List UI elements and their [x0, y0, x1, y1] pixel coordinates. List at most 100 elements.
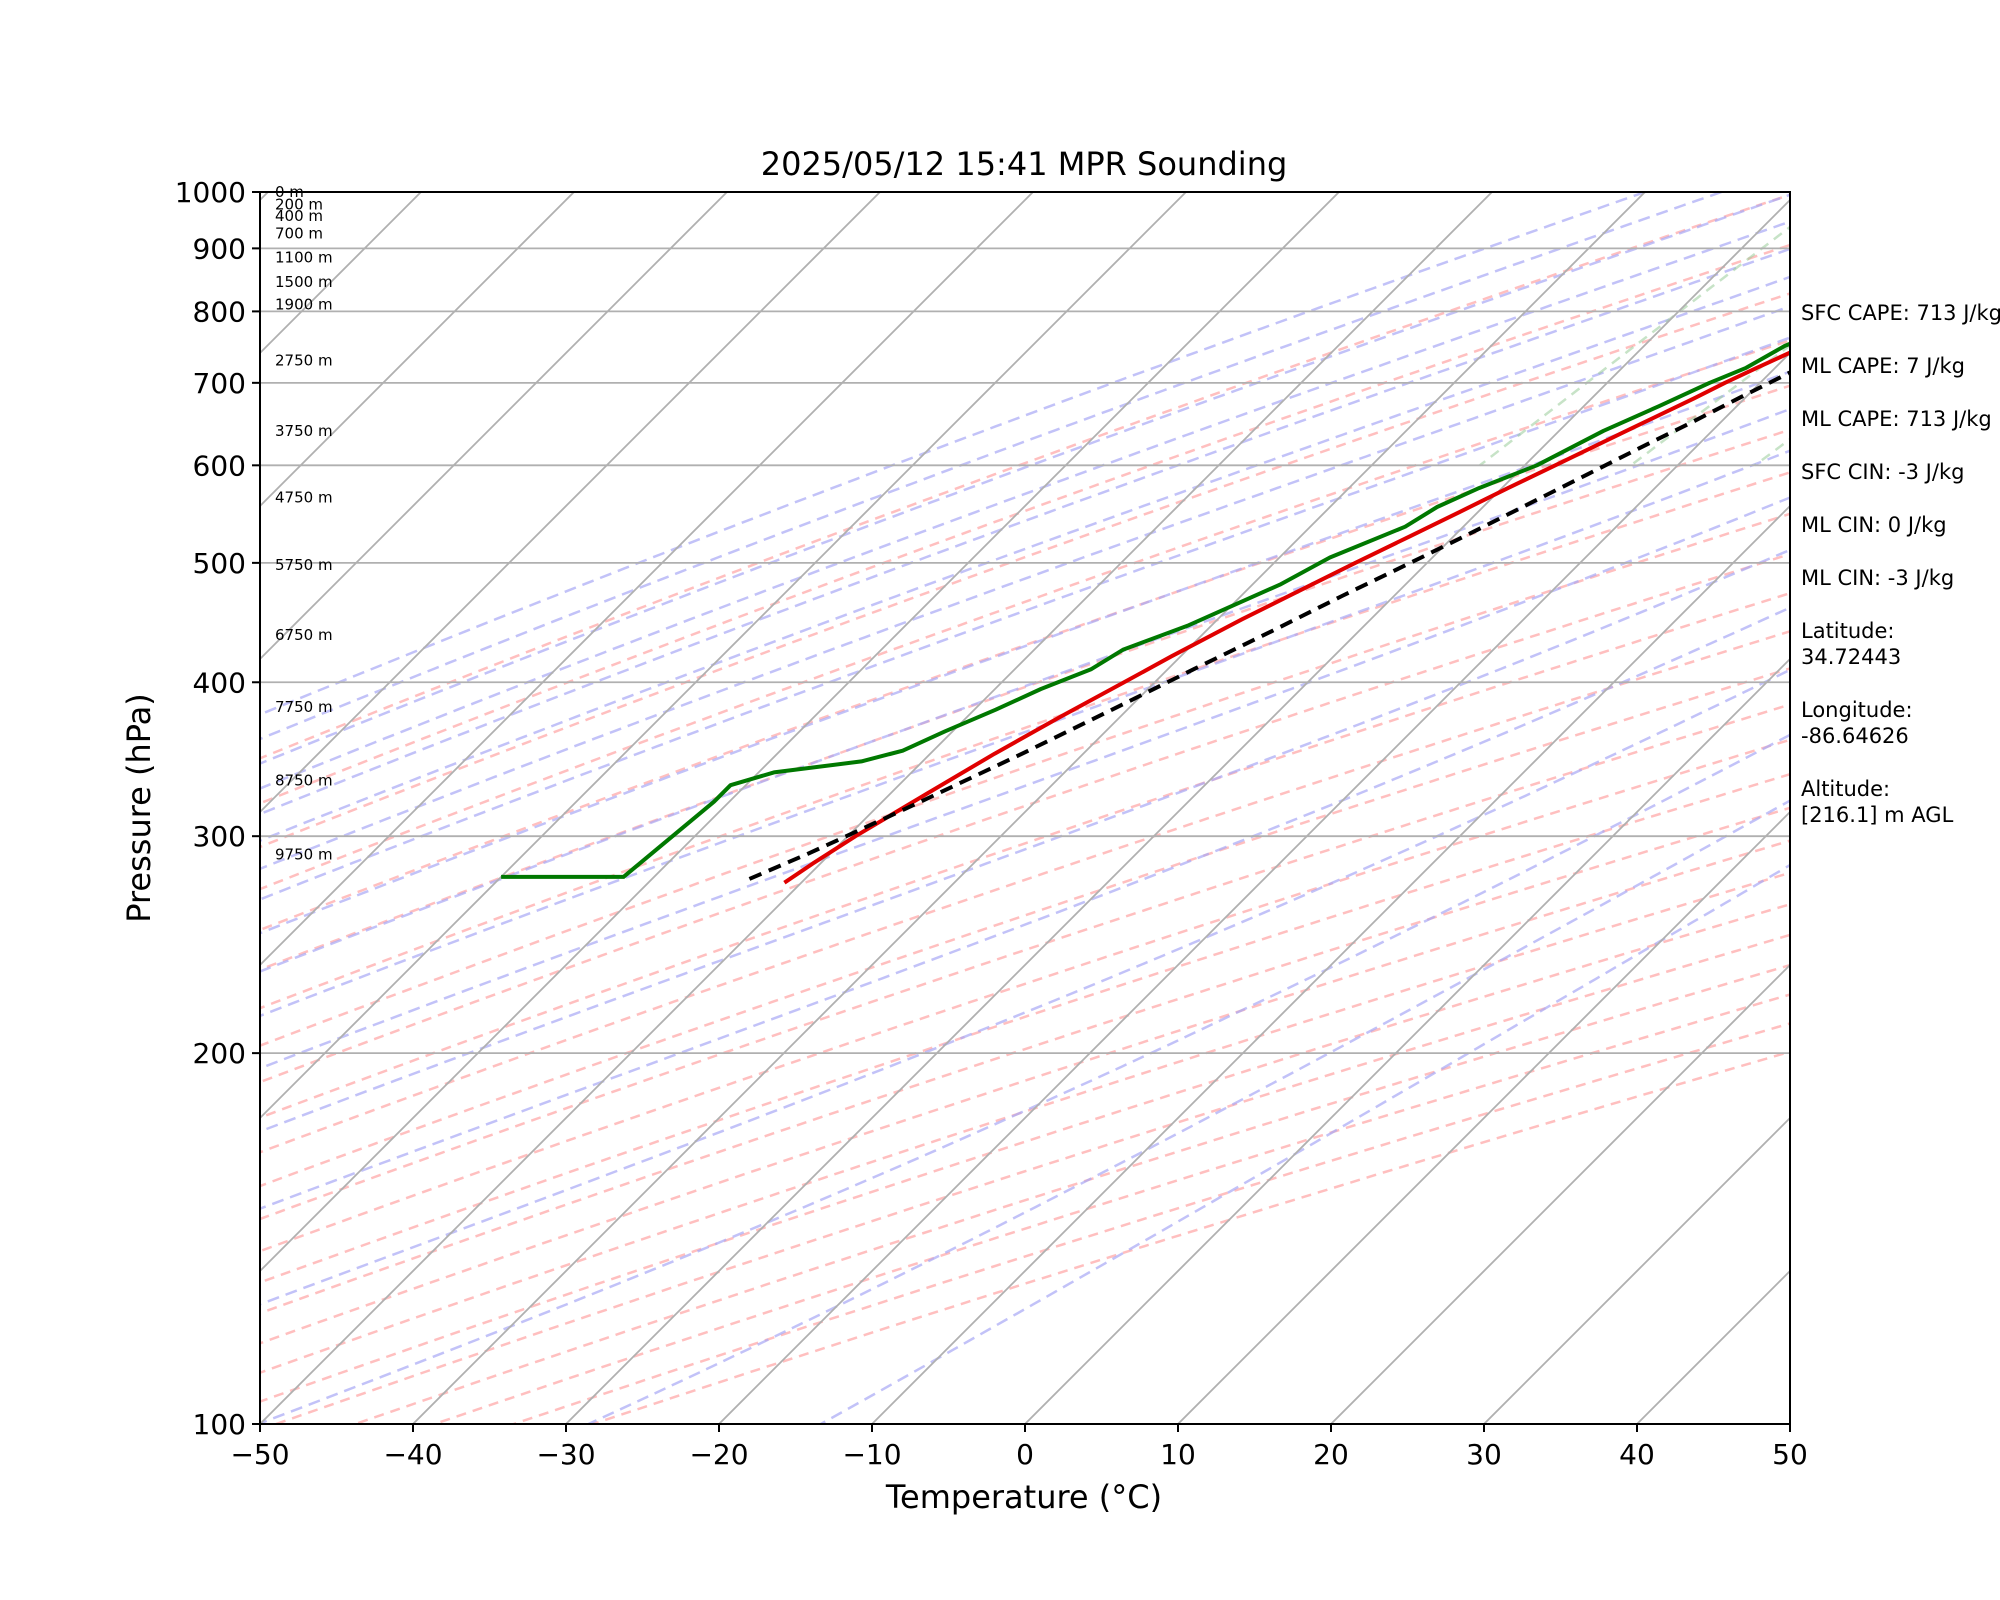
x-tick-label: 20	[1313, 1438, 1349, 1471]
sounding-series	[501, 341, 1790, 885]
sfc-cape-value: SFC CAPE: 713 J/kg	[1801, 301, 2000, 325]
x-tick-label: 10	[1160, 1438, 1196, 1471]
dry-adiabat	[260, 193, 1790, 760]
isotherm	[871, 504, 1790, 1424]
y-tick-label: 300	[193, 820, 246, 853]
sounding-line-2	[501, 341, 1790, 879]
altitude-value: Altitude: [216.1] m AGL	[1801, 777, 1954, 827]
isotherm	[718, 351, 1790, 1424]
x-axis-ticks: −50 −40 −30 −20 −10 0 10 20 30 40 50	[230, 1424, 1808, 1471]
mixing-ratio-line	[1630, 343, 1790, 467]
mixing-ratio-line	[1479, 225, 1790, 467]
moist-adiabat	[260, 275, 1790, 842]
isotherm	[260, 192, 1034, 967]
isotherm	[260, 192, 1340, 1273]
height-label: 2750 m	[275, 351, 333, 369]
ml-cape-value-2: ML CAPE: 713 J/kg	[1801, 407, 1992, 431]
y-tick-label: 100	[193, 1408, 246, 1441]
dry-adiabat	[260, 471, 1790, 1010]
moist-adiabat	[260, 548, 1790, 1133]
dry-adiabat	[260, 806, 1790, 1315]
height-label: 6750 m	[275, 626, 333, 644]
x-axis-label: Temperature (°C)	[885, 1478, 1162, 1516]
moist-adiabat	[260, 370, 1790, 935]
isotherm	[260, 192, 728, 661]
y-tick-label: 900	[193, 232, 246, 265]
longitude-value: Longitude: -86.64626	[1801, 698, 1913, 748]
isotherm	[1330, 963, 1790, 1424]
height-label: 1900 m	[275, 296, 333, 314]
latitude-value: Latitude: 34.72443	[1801, 619, 1902, 669]
moist-adiabat	[820, 863, 1790, 1424]
height-label: 5750 m	[275, 556, 333, 574]
x-tick-label: −30	[536, 1438, 595, 1471]
height-label: 0 m	[275, 183, 304, 201]
ml-cape-value: ML CAPE: 7 J/kg	[1801, 354, 1966, 378]
x-tick-label: −20	[689, 1438, 748, 1471]
dry-adiabat	[260, 292, 1790, 849]
height-label: 1100 m	[275, 248, 333, 266]
background-lines	[0, 192, 1790, 1424]
height-label: 9750 m	[275, 845, 333, 863]
sounding-parameters-panel: SFC CAPE: 713 J/kg ML CAPE: 7 J/kg ML CA…	[1801, 300, 2000, 855]
isotherm	[1177, 810, 1790, 1424]
y-axis-ticks: 100 200 300 400 500 600 700 800 900 1000	[175, 176, 260, 1441]
isotherm	[260, 192, 1493, 1424]
x-tick-label: −10	[842, 1438, 901, 1471]
isotherm	[260, 192, 575, 508]
isotherm	[260, 192, 1187, 1120]
height-label: 3750 m	[275, 422, 333, 440]
plot-frame	[259, 191, 1791, 1425]
x-tick-label: 0	[1016, 1438, 1034, 1471]
isotherm	[1483, 1116, 1790, 1424]
height-label: 700 m	[275, 225, 323, 243]
dry-adiabat	[260, 243, 1790, 805]
chart-title: 2025/05/12 15:41 MPR Sounding	[761, 145, 1288, 183]
moist-adiabat	[260, 220, 1790, 790]
moist-adiabat	[260, 192, 1646, 716]
y-tick-label: 1000	[175, 176, 246, 209]
x-tick-label: 50	[1772, 1438, 1808, 1471]
y-tick-label: 800	[193, 295, 246, 328]
x-tick-label: 40	[1619, 1438, 1655, 1471]
dry-adiabat	[260, 871, 1790, 1375]
dry-adiabat	[260, 428, 1790, 972]
isotherm	[565, 198, 1790, 1424]
moist-adiabat	[260, 192, 1722, 741]
moist-adiabat	[260, 496, 1790, 1070]
y-tick-label: 700	[193, 367, 246, 400]
dry-adiabat	[260, 629, 1790, 1154]
moist-adiabat	[260, 247, 1790, 816]
sfc-cin-value: SFC CIN: -3 J/kg	[1801, 460, 1965, 484]
dry-adiabat	[354, 963, 1790, 1424]
y-tick-label: 200	[193, 1037, 246, 1070]
y-axis-label: Pressure (hPa)	[120, 693, 158, 923]
moist-adiabat	[260, 336, 1790, 901]
dry-adiabat	[260, 839, 1790, 1345]
dry-adiabat	[260, 667, 1790, 1188]
height-label: 200 m	[275, 195, 323, 213]
height-label: 4750 m	[275, 488, 333, 506]
height-label: 7750 m	[275, 698, 333, 716]
isotherm	[412, 192, 1646, 1424]
height-label: 8750 m	[275, 771, 333, 789]
ml-cin-value-2: ML CIN: -3 J/kg	[1801, 566, 1955, 590]
isotherm	[0, 192, 115, 1424]
y-tick-label: 600	[193, 449, 246, 482]
sounding-line-3	[744, 370, 1790, 883]
moist-adiabat	[260, 733, 1790, 1424]
ml-cin-value: ML CIN: 0 J/kg	[1801, 513, 1947, 537]
x-tick-label: −40	[383, 1438, 442, 1471]
dry-adiabat	[260, 552, 1790, 1084]
pressure-grid	[260, 247, 1790, 1055]
dry-adiabat	[260, 339, 1790, 891]
sounding-line-1	[783, 350, 1790, 885]
height-label: 400 m	[275, 207, 323, 225]
y-tick-label: 400	[193, 666, 246, 699]
x-tick-label: −50	[230, 1438, 289, 1471]
y-tick-label: 500	[193, 547, 246, 580]
moist-adiabat	[260, 668, 1790, 1306]
isotherm	[260, 192, 881, 814]
